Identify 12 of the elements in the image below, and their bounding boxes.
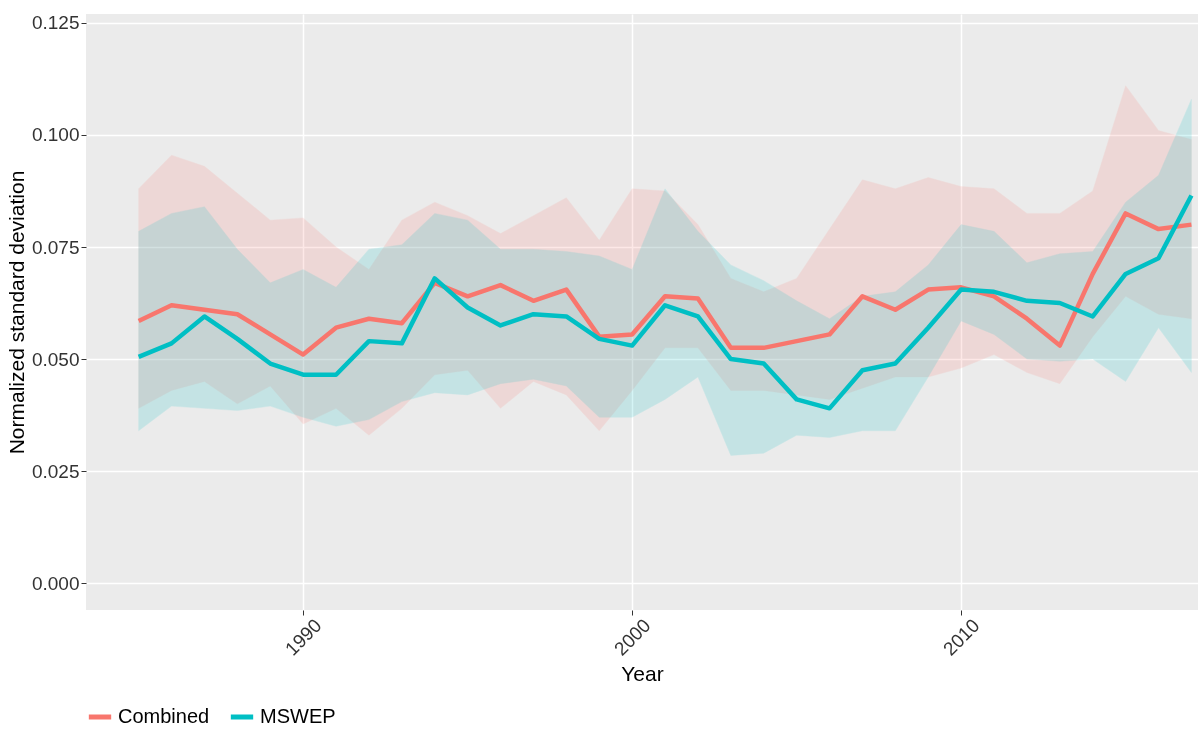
legend-label: Combined [118, 705, 210, 727]
x-axis-title: Year [621, 661, 664, 685]
legend-label: MSWEP [260, 705, 336, 727]
y-tick-label: 0.125 [31, 12, 80, 34]
y-tick-label: 0.050 [31, 348, 80, 370]
line-series [136, 193, 1194, 411]
y-tick-label: 0.000 [31, 572, 80, 594]
y-tick-label: 0.100 [31, 124, 80, 146]
line-series [136, 211, 1194, 357]
y-tick-label: 0.025 [31, 460, 80, 482]
y-tick-label: 0.075 [31, 236, 80, 258]
y-axis-title: Normalized standard deviation [4, 170, 28, 455]
